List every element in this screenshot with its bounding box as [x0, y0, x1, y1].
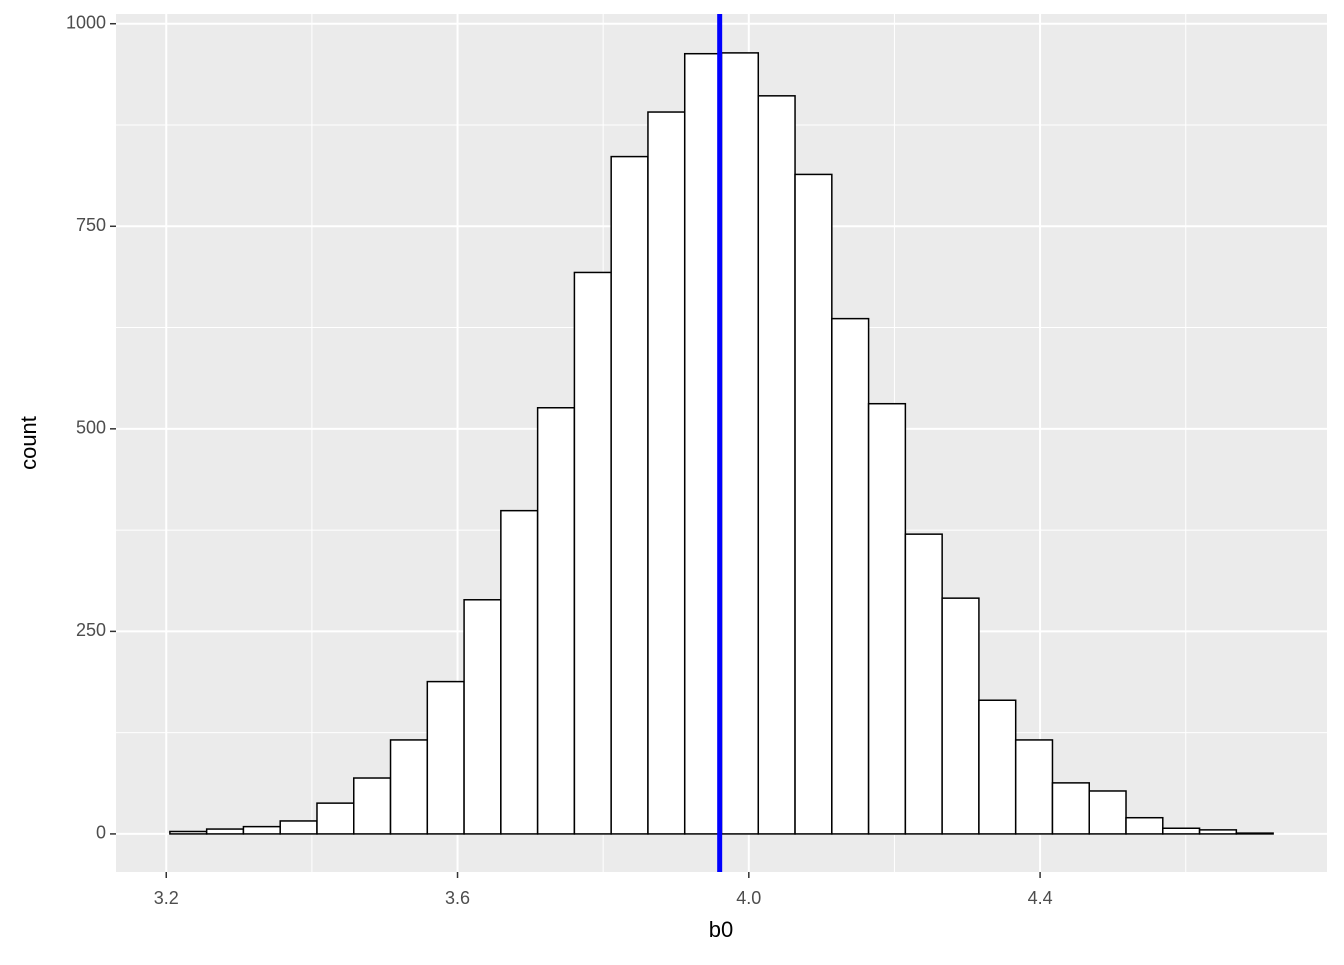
bar	[831, 317, 870, 835]
bar	[1014, 739, 1054, 835]
bar	[573, 271, 612, 835]
bar	[1088, 790, 1127, 835]
x-tick-label: 3.6	[445, 888, 470, 908]
y-tick-label: 250	[76, 620, 106, 640]
bar	[316, 802, 355, 835]
bar	[1198, 829, 1238, 835]
bar	[647, 111, 686, 835]
bar	[1125, 816, 1164, 835]
y-tick-label: 1000	[66, 12, 106, 32]
bar	[426, 680, 465, 835]
bar	[169, 830, 208, 835]
bar	[463, 599, 502, 835]
bar	[1235, 832, 1274, 835]
bar	[242, 825, 281, 835]
bar	[1162, 827, 1201, 835]
bar	[279, 820, 318, 835]
bar	[794, 173, 833, 835]
bar	[500, 509, 539, 835]
bar	[1051, 782, 1090, 835]
bar	[978, 699, 1017, 835]
bar	[536, 407, 576, 835]
bar	[205, 828, 245, 835]
bar	[610, 155, 649, 835]
x-tick-label: 4.0	[736, 888, 761, 908]
y-tick-label: 500	[76, 418, 106, 438]
bar	[904, 533, 943, 835]
y-axis-label: count	[16, 416, 41, 470]
bar	[941, 597, 980, 835]
bar	[683, 52, 723, 835]
bar	[353, 777, 392, 835]
x-axis-label: b0	[709, 917, 733, 942]
y-tick-label: 750	[76, 215, 106, 235]
x-tick-label: 3.2	[154, 888, 179, 908]
x-tick-label: 4.4	[1028, 888, 1053, 908]
bar	[867, 402, 907, 835]
bar	[389, 739, 429, 835]
bar	[720, 52, 760, 835]
bar	[757, 95, 796, 835]
y-tick-label: 0	[96, 823, 106, 843]
